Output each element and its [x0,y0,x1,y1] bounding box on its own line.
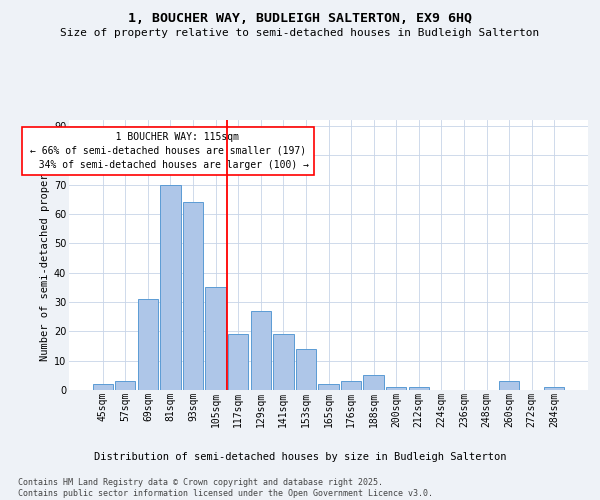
Text: Size of property relative to semi-detached houses in Budleigh Salterton: Size of property relative to semi-detach… [61,28,539,38]
Bar [115,381,136,390]
Y-axis label: Number of semi-detached properties: Number of semi-detached properties [40,149,50,361]
Bar [296,349,316,390]
Bar [228,334,248,390]
Bar [544,387,565,390]
Text: Distribution of semi-detached houses by size in Budleigh Salterton: Distribution of semi-detached houses by … [94,452,506,462]
Bar [205,288,226,390]
Text: 1 BOUCHER WAY: 115sqm
← 66% of semi-detached houses are smaller (197)
  34% of s: 1 BOUCHER WAY: 115sqm ← 66% of semi-deta… [27,132,309,170]
Bar [386,387,406,390]
Bar [319,384,338,390]
Bar [160,184,181,390]
Bar [499,381,519,390]
Bar [183,202,203,390]
Bar [364,376,384,390]
Bar [273,334,293,390]
Bar [341,381,361,390]
Bar [138,299,158,390]
Bar [409,387,429,390]
Bar [92,384,113,390]
Text: Contains HM Land Registry data © Crown copyright and database right 2025.
Contai: Contains HM Land Registry data © Crown c… [18,478,433,498]
Bar [251,311,271,390]
Text: 1, BOUCHER WAY, BUDLEIGH SALTERTON, EX9 6HQ: 1, BOUCHER WAY, BUDLEIGH SALTERTON, EX9 … [128,12,472,26]
